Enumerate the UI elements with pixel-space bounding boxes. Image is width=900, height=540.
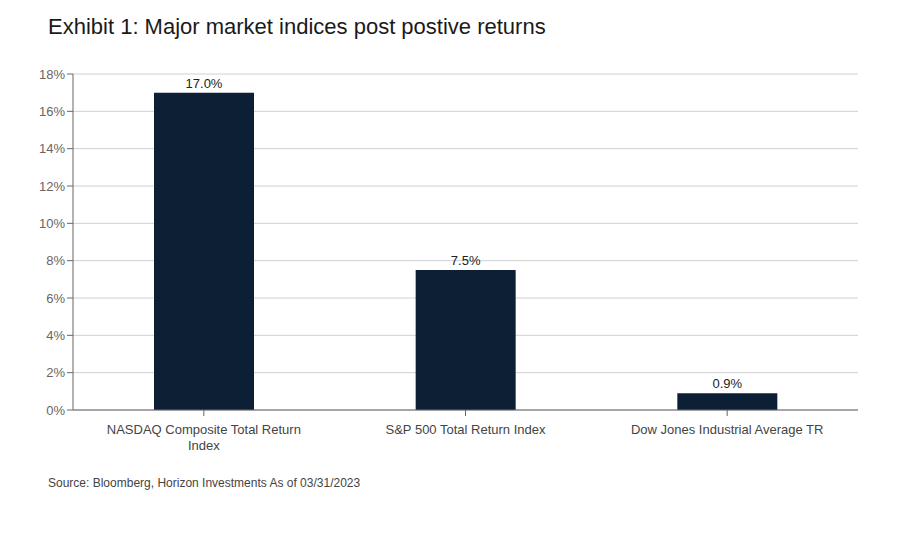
svg-text:0%: 0%: [46, 403, 65, 418]
html-text:Exhibit 1: Major market indice: Exhibit 1: Major market indices post pos…: [48, 14, 546, 39]
svg-text:14%: 14%: [39, 141, 65, 156]
svg-text:S&P 500 Total Return Index: S&P 500 Total Return Index: [386, 422, 546, 437]
svg-text:12%: 12%: [39, 179, 65, 194]
svg-text:7.5%: 7.5%: [451, 253, 481, 268]
svg-text:6%: 6%: [46, 291, 65, 306]
svg-text:16%: 16%: [39, 104, 65, 119]
svg-text:0.9%: 0.9%: [713, 376, 743, 391]
svg-text:NASDAQ Composite Total ReturnI: NASDAQ Composite Total ReturnIndex: [107, 422, 301, 453]
svg-text:10%: 10%: [39, 216, 65, 231]
svg-text:Dow Jones Industrial Average T: Dow Jones Industrial Average TR: [631, 422, 823, 437]
svg-text:17.0%: 17.0%: [186, 76, 223, 91]
svg-text:8%: 8%: [46, 253, 65, 268]
svg-text:18%: 18%: [39, 67, 65, 82]
svg-text:4%: 4%: [46, 328, 65, 343]
svg-text:2%: 2%: [46, 365, 65, 380]
html-text:Source: Bloomberg, Horizon Inv: Source: Bloomberg, Horizon Investments A…: [48, 476, 361, 490]
